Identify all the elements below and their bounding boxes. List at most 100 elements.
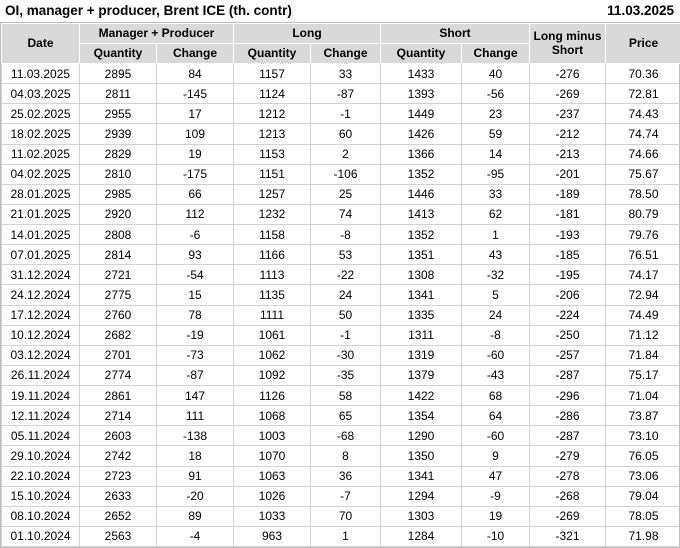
cell-short-chg: 47 (461, 465, 531, 487)
cell-short-chg: 62 (461, 203, 531, 226)
cell-mp-qty: 2760 (79, 304, 157, 326)
col-header-short-change: Change (461, 43, 531, 64)
cell-mp-qty: 2701 (79, 344, 157, 366)
cell-long-qty: 1026 (233, 485, 311, 507)
cell-mp-qty: 2985 (79, 183, 157, 205)
oi-report-table: Date Manager + Producer Long Short Long … (1, 23, 680, 548)
cell-mp-qty: 2682 (79, 324, 157, 346)
table-row: 11.03.2025 2895 84 1157 33 1433 40 -276 70.36 (1, 62, 680, 85)
cell-date: 05.11.2024 (1, 425, 80, 447)
cell-mp-qty: 2861 (79, 384, 157, 407)
cell-mp-chg: -175 (156, 163, 234, 185)
cell-date: 08.10.2024 (1, 505, 80, 527)
cell-long-qty: 1212 (233, 103, 311, 125)
cell-price: 78.05 (605, 505, 680, 527)
cell-mp-chg: 147 (156, 384, 234, 407)
col-header-short-quantity: Quantity (380, 43, 463, 64)
cell-mp-chg: 15 (156, 284, 234, 306)
cell-long-chg: -1 (309, 103, 382, 125)
cell-short-chg: 43 (461, 244, 531, 266)
cell-lms: -257 (529, 344, 607, 366)
page-title: OI, manager + producer, Brent ICE (th. c… (5, 2, 292, 18)
cell-price: 71.04 (605, 384, 680, 407)
cell-price: 74.17 (605, 264, 680, 286)
cell-lms: -213 (529, 143, 607, 165)
cell-price: 72.81 (605, 83, 680, 105)
cell-date: 03.12.2024 (1, 344, 80, 366)
col-header-mp-change: Change (156, 43, 234, 64)
cell-short-chg: -10 (461, 525, 531, 548)
cell-long-chg: -106 (309, 163, 382, 185)
cell-short-chg: -95 (461, 163, 531, 185)
cell-long-chg: -1 (309, 324, 382, 346)
cell-price: 78.50 (605, 183, 680, 205)
cell-lms: -276 (529, 62, 607, 85)
cell-short-chg: -60 (461, 344, 531, 366)
cell-mp-qty: 2955 (79, 103, 157, 125)
cell-lms: -206 (529, 284, 607, 306)
table-row: 04.03.2025 2811 -145 1124 -87 1393 -56 -269 72.8… (1, 83, 680, 105)
cell-date: 19.11.2024 (1, 384, 80, 407)
col-header-long-quantity: Quantity (233, 43, 311, 64)
table-row: 31.12.2024 2721 -54 1113 -22 1308 -32 -195 74.17 (1, 264, 680, 286)
cell-short-qty: 1341 (380, 465, 463, 487)
cell-short-chg: 40 (461, 62, 531, 85)
cell-long-qty: 1070 (233, 445, 311, 467)
table-row: 26.11.2024 2774 -87 1092 -35 1379 -43 -287 75.17 (1, 364, 680, 387)
table-row: 03.12.2024 2701 -73 1062 -30 1319 -60 -257 71.84 (1, 344, 680, 366)
report-date: 11.03.2025 (607, 2, 674, 18)
cell-long-qty: 1124 (233, 83, 311, 105)
cell-mp-qty: 2829 (79, 143, 157, 165)
table-row: 10.12.2024 2682 -19 1061 -1 1311 -8 -250 71.12 (1, 324, 680, 346)
cell-lms: -269 (529, 505, 607, 527)
cell-date: 14.01.2025 (1, 223, 80, 246)
cell-long-qty: 1166 (233, 244, 311, 266)
cell-short-qty: 1449 (380, 103, 463, 125)
cell-mp-chg: 78 (156, 304, 234, 326)
cell-mp-chg: -20 (156, 485, 234, 507)
cell-date: 18.02.2025 (1, 123, 80, 145)
cell-lms: -278 (529, 465, 607, 487)
cell-short-chg: -32 (461, 264, 531, 286)
table-row: 19.11.2024 2861 147 1126 58 1422 68 -296 71.04 (1, 384, 680, 407)
cell-short-chg: 64 (461, 405, 531, 427)
cell-mp-chg: -19 (156, 324, 234, 346)
cell-short-qty: 1294 (380, 485, 463, 507)
cell-long-chg: -30 (309, 344, 382, 366)
cell-short-chg: 1 (461, 223, 531, 246)
cell-mp-chg: -145 (156, 83, 234, 105)
cell-mp-chg: 91 (156, 465, 234, 487)
cell-mp-qty: 2633 (79, 485, 157, 507)
cell-date: 21.01.2025 (1, 203, 80, 226)
titlebar: OI, manager + producer, Brent ICE (th. c… (0, 0, 680, 22)
cell-long-qty: 1062 (233, 344, 311, 366)
cell-mp-chg: 93 (156, 244, 234, 266)
cell-short-qty: 1290 (380, 425, 463, 447)
cell-short-qty: 1350 (380, 445, 463, 467)
cell-short-chg: -60 (461, 425, 531, 447)
col-header-price: Price (605, 23, 680, 64)
cell-mp-qty: 2774 (79, 364, 157, 387)
table-row: 21.01.2025 2920 112 1232 74 1413 62 -181 80.79 (1, 203, 680, 226)
cell-short-qty: 1308 (380, 264, 463, 286)
cell-mp-qty: 2723 (79, 465, 157, 487)
cell-short-qty: 1352 (380, 223, 463, 246)
col-header-long-change: Change (309, 43, 382, 64)
cell-date: 29.10.2024 (1, 445, 80, 467)
cell-long-qty: 1135 (233, 284, 311, 306)
cell-mp-qty: 2939 (79, 123, 157, 145)
cell-long-qty: 1232 (233, 203, 311, 226)
table-row: 01.10.2024 2563 -4 963 1 1284 -10 -321 71.98 (1, 525, 680, 548)
cell-mp-qty: 2920 (79, 203, 157, 226)
cell-lms: -321 (529, 525, 607, 548)
cell-long-qty: 1033 (233, 505, 311, 527)
cell-date: 17.12.2024 (1, 304, 80, 326)
cell-long-chg: 1 (309, 525, 382, 548)
table-row: 18.02.2025 2939 109 1213 60 1426 59 -212 74.74 (1, 123, 680, 145)
cell-date: 11.02.2025 (1, 143, 80, 165)
table-row: 28.01.2025 2985 66 1257 25 1446 33 -189 78.50 (1, 183, 680, 205)
cell-mp-qty: 2742 (79, 445, 157, 467)
cell-long-chg: 53 (309, 244, 382, 266)
table-row: 14.01.2025 2808 -6 1158 -8 1352 1 -193 79.76 (1, 223, 680, 246)
cell-date: 22.10.2024 (1, 465, 80, 487)
